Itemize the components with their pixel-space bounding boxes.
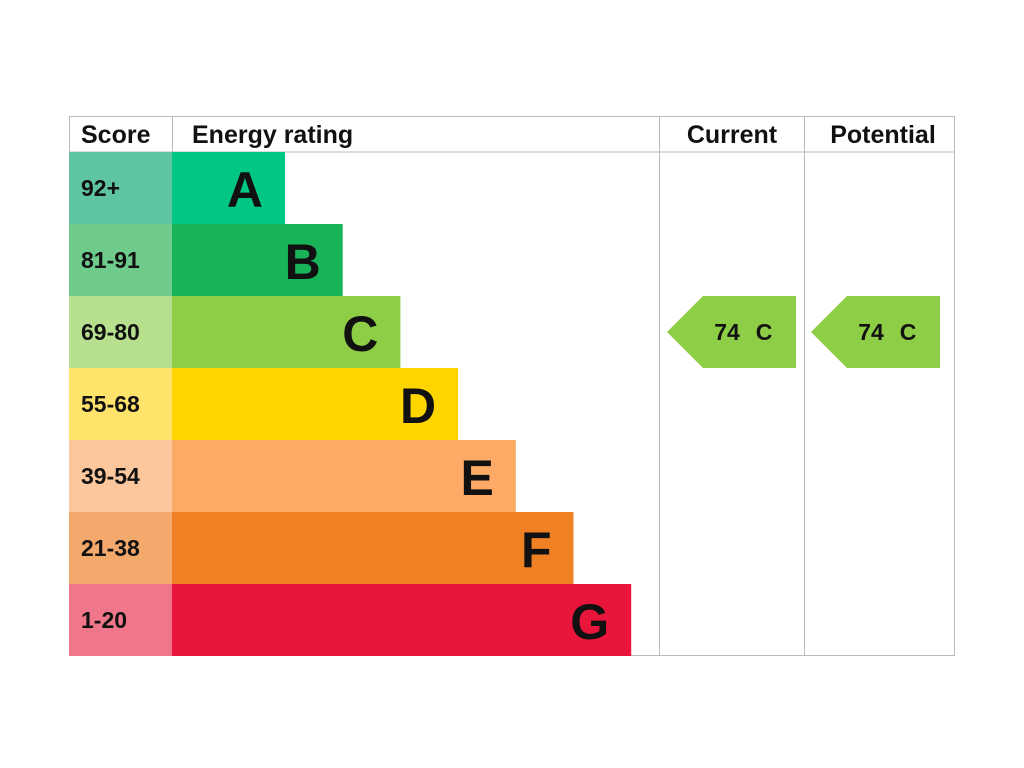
header-current: Current xyxy=(687,121,778,149)
current-arrow xyxy=(667,296,796,368)
score-label: 69-80 xyxy=(81,319,140,345)
band-bar xyxy=(172,584,632,656)
score-label: 21-38 xyxy=(81,535,140,561)
score-cell xyxy=(69,440,172,512)
band-bar xyxy=(172,296,401,368)
score-label: 81-91 xyxy=(81,247,140,273)
band-bar xyxy=(172,440,516,512)
header-score: Score xyxy=(81,121,151,149)
band-bar xyxy=(172,368,459,440)
band-letter: C xyxy=(342,306,378,362)
score-label: 92+ xyxy=(81,175,120,201)
score-cell xyxy=(69,224,172,296)
potential-value: 74 xyxy=(858,319,884,345)
score-cell xyxy=(69,296,172,368)
band-bar xyxy=(172,224,343,296)
band-letter: G xyxy=(570,594,609,650)
potential-arrow xyxy=(811,296,940,368)
band-letter: A xyxy=(227,162,263,218)
band-bar xyxy=(172,512,574,584)
current-letter: C xyxy=(756,319,773,345)
band-letter: D xyxy=(400,378,436,434)
score-cell xyxy=(69,368,172,440)
band-bar xyxy=(172,152,285,224)
score-cell xyxy=(69,584,172,656)
band-letter: B xyxy=(285,234,321,290)
score-label: 39-54 xyxy=(81,463,140,489)
score-cell xyxy=(69,152,172,224)
band-letter: F xyxy=(521,522,552,578)
potential-letter: C xyxy=(900,319,917,345)
current-value: 74 xyxy=(714,319,740,345)
score-cell xyxy=(69,512,172,584)
score-label: 55-68 xyxy=(81,391,140,417)
score-label: 1-20 xyxy=(81,607,127,633)
header-rating: Energy rating xyxy=(192,121,353,149)
band-letter: E xyxy=(460,450,493,506)
header-potential: Potential xyxy=(830,121,936,149)
